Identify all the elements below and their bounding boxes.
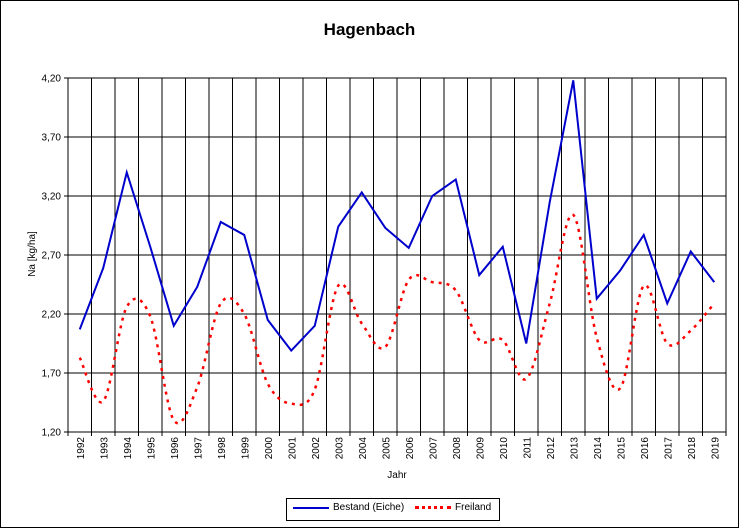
- x-tick-label: 1999: [240, 437, 251, 460]
- x-tick-label: 1992: [76, 437, 87, 460]
- legend-label-bestand: Bestand (Eiche): [333, 502, 405, 513]
- x-tick-label: 2015: [616, 437, 627, 460]
- x-tick-label: 2011: [522, 437, 533, 459]
- y-tick-label: 1,20: [42, 428, 62, 439]
- y-tick-label: 1,70: [42, 369, 62, 380]
- x-tick-label: 2003: [334, 437, 345, 460]
- x-tick-label: 2009: [475, 437, 486, 460]
- x-tick-label: 2002: [311, 437, 322, 460]
- y-tick-label: 2,70: [42, 251, 62, 262]
- series-line-bestand: [78, 80, 716, 353]
- y-tick-label: 4,20: [42, 74, 62, 85]
- chart-title: Hagenbach: [323, 20, 416, 39]
- legend-item-bestand: Bestand (Eiche): [293, 502, 404, 513]
- y-tick-label: 3,20: [42, 192, 62, 203]
- x-tick-label: 2005: [381, 437, 392, 460]
- x-tick-label: 1997: [193, 437, 204, 460]
- legend-item-freiland: Freiland: [415, 502, 491, 513]
- x-tick-label: 2006: [405, 437, 416, 460]
- x-tick-label: 2012: [546, 437, 557, 460]
- x-tick-label: 2013: [569, 437, 580, 460]
- x-tick-label: 2019: [710, 437, 721, 460]
- x-axis-ticks: 1992 1993 1994 1995 1996 1997 1998 1999 2000 2001…: [67, 432, 727, 460]
- x-tick-label: 2000: [264, 437, 275, 460]
- series-lines: [78, 80, 716, 425]
- x-tick-label: 2014: [593, 437, 604, 460]
- x-tick-label: 2017: [663, 437, 674, 460]
- legend-swatch-freiland: [415, 506, 451, 509]
- y-tick-label: 2,20: [42, 310, 62, 321]
- x-tick-label: 2001: [287, 437, 298, 460]
- x-axis-label: Jahr: [387, 470, 407, 481]
- x-tick-label: 1996: [170, 437, 181, 460]
- legend-label-freiland: Freiland: [455, 502, 492, 513]
- x-tick-label: 2004: [358, 437, 369, 460]
- x-tick-label: 2018: [687, 437, 698, 460]
- legend-swatch-bestand: [293, 506, 329, 509]
- legend: Bestand (Eiche) Freiland: [286, 498, 500, 521]
- y-axis-label: Na [kg/ha]: [27, 231, 38, 277]
- y-tick-label: 3,70: [42, 133, 62, 144]
- x-tick-label: 1998: [217, 437, 228, 460]
- x-tick-label: 2008: [452, 437, 463, 460]
- y-axis-ticks: 1,20 1,70 2,20 2,70 3,20 3,70 4,20: [42, 74, 68, 439]
- x-tick-label: 2010: [499, 437, 510, 460]
- x-tick-label: 2007: [428, 437, 439, 460]
- x-tick-label: 1995: [146, 437, 157, 460]
- x-tick-label: 1994: [123, 437, 134, 460]
- x-tick-label: 1993: [99, 437, 110, 460]
- gridlines: [67, 77, 727, 433]
- x-tick-label: 2016: [640, 437, 651, 460]
